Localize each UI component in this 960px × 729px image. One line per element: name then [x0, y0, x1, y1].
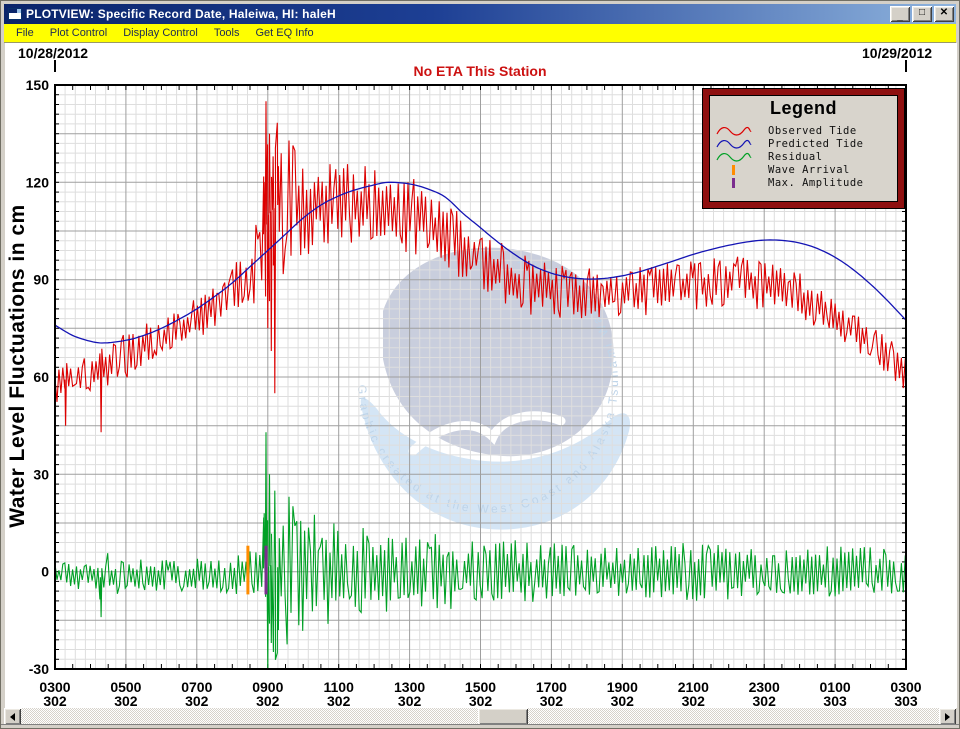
date-label-right: 10/29/2012	[862, 45, 933, 61]
residual-wave-icon	[716, 152, 752, 162]
x-tick-time-label: 1700	[536, 679, 567, 695]
predicted-tide-wave-icon	[716, 139, 752, 149]
legend-item-max-amplitude: Max. Amplitude	[709, 176, 898, 189]
y-tick-label: -30	[29, 661, 49, 677]
legend-item-label: Max. Amplitude	[768, 176, 864, 189]
x-tick-time-label: 1100	[324, 679, 355, 695]
x-tick-day-label: 303	[894, 693, 918, 708]
plot-border	[54, 84, 907, 670]
x-tick-time-label: 0500	[110, 679, 141, 695]
x-tick-day-label: 302	[327, 693, 351, 708]
legend-item-wave-arrival: Wave Arrival	[709, 163, 898, 176]
noaa-logo-upper-shape	[383, 247, 614, 457]
arrow-left-icon	[6, 712, 15, 721]
x-tick-day-label: 302	[398, 693, 422, 708]
y-tick-label: 150	[26, 77, 50, 93]
date-label-left: 10/28/2012	[18, 45, 89, 61]
x-tick-day-label: 302	[256, 693, 280, 708]
scroll-right-button[interactable]	[939, 708, 956, 725]
menu-display-control[interactable]: Display Control	[123, 27, 198, 39]
x-tick-time-label: 2300	[749, 679, 780, 695]
close-button[interactable]: ✕	[934, 6, 954, 22]
x-tick-day-label: 303	[823, 693, 847, 708]
x-tick-time-label: 0300	[39, 679, 70, 695]
noaa-watermark: Graphic created at the West Coast and Al…	[355, 247, 631, 530]
menu-plot-control[interactable]: Plot Control	[49, 27, 108, 39]
x-tick-day-label: 302	[540, 693, 564, 708]
y-tick-label: 0	[41, 564, 49, 580]
legend-box: Legend Observed Tide Predicted Tide Resi…	[702, 88, 905, 209]
x-tick-day-label: 302	[682, 693, 706, 708]
observed-tide-wave-icon	[716, 126, 752, 136]
x-tick-time-label: 1900	[607, 679, 638, 695]
axis-labels: 0300302050030207003020900302110030213003…	[26, 77, 922, 708]
legend-item-predicted-tide: Predicted Tide	[709, 137, 898, 150]
observed-tide-series	[54, 101, 906, 433]
x-tick-time-label: 0100	[820, 679, 851, 695]
y-tick-label: 120	[26, 174, 50, 190]
noaa-logo-wave-shape	[360, 397, 631, 530]
menu-tools[interactable]: Tools	[213, 27, 240, 39]
wave-arrival-bar-icon	[732, 164, 735, 175]
residual-series	[54, 432, 906, 670]
legend-item-label: Residual	[768, 150, 823, 163]
close-icon: ✕	[939, 7, 949, 18]
y-tick-label: 30	[33, 466, 49, 482]
legend-item-observed-tide: Observed Tide	[709, 124, 898, 137]
predicted-tide-series	[54, 181, 907, 344]
eta-status-text: No ETA This Station	[413, 63, 547, 79]
horizontal-scrollbar[interactable]	[4, 708, 956, 725]
title-bar: PLOTVIEW: Specific Record Date, Haleiwa,…	[4, 4, 956, 24]
menu-get-eq-info[interactable]: Get EQ Info	[255, 27, 314, 39]
x-tick-time-label: 0300	[890, 679, 921, 695]
y-tick-label: 90	[33, 272, 49, 288]
x-tick-day-label: 302	[469, 693, 493, 708]
minimize-icon: _	[897, 11, 903, 22]
x-tick-day-label: 302	[611, 693, 635, 708]
app-window-icon[interactable]	[8, 8, 22, 20]
x-tick-time-label: 1500	[465, 679, 496, 695]
scrollbar-thumb[interactable]	[478, 708, 528, 725]
x-tick-time-label: 0700	[181, 679, 212, 695]
x-tick-day-label: 302	[114, 693, 138, 708]
menu-bar: File Plot Control Display Control Tools …	[4, 24, 956, 43]
x-tick-time-label: 0900	[252, 679, 283, 695]
legend-item-label: Wave Arrival	[768, 163, 850, 176]
legend-items: Observed Tide Predicted Tide Residual Wa…	[709, 124, 898, 189]
minimize-button[interactable]: _	[890, 6, 910, 22]
legend-title: Legend	[769, 98, 837, 118]
window-title: PLOTVIEW: Specific Record Date, Haleiwa,…	[26, 7, 336, 21]
window-bottom-edge	[1, 724, 959, 728]
legend-item-residual: Residual	[709, 150, 898, 163]
x-tick-time-label: 2100	[678, 679, 709, 695]
x-tick-time-label: 1300	[394, 679, 425, 695]
scroll-left-button[interactable]	[4, 708, 21, 725]
tide-plot: Graphic created at the West Coast and Al…	[26, 60, 922, 708]
maximize-icon: □	[918, 7, 926, 18]
y-axis-title: Water Level Fluctuations in cm	[6, 204, 29, 528]
maximize-button[interactable]: □	[912, 6, 932, 22]
x-tick-day-label: 302	[43, 693, 67, 708]
arrow-right-icon	[945, 712, 954, 721]
x-tick-day-label: 302	[753, 693, 777, 708]
legend-item-label: Predicted Tide	[768, 137, 864, 150]
max-amplitude-bar-icon	[732, 177, 735, 188]
x-tick-day-label: 302	[185, 693, 209, 708]
menu-file[interactable]: File	[16, 27, 34, 39]
legend-item-label: Observed Tide	[768, 124, 857, 137]
y-tick-label: 60	[33, 369, 49, 385]
